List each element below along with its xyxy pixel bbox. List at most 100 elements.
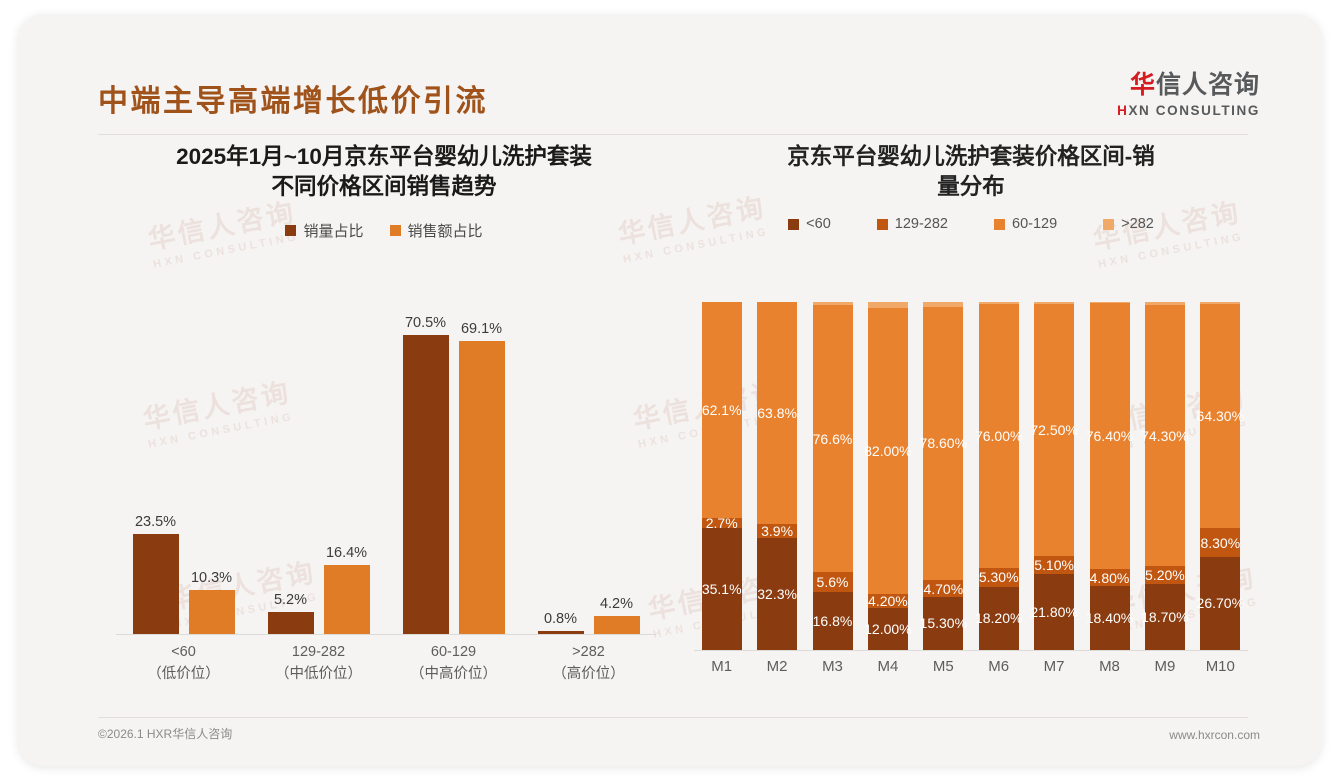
logo-cn-accent: 华	[1129, 71, 1156, 99]
segment-value-label: 78.60%	[919, 435, 968, 452]
category-label: M8	[1099, 658, 1120, 675]
segment-value-label: 32.3%	[757, 585, 797, 602]
left-chart-panel: 2025年1月~10月京东平台婴幼儿洗护套装 不同价格区间销售趋势 销量占比 销…	[96, 142, 672, 702]
bar-group: 0.8% 4.2%	[521, 312, 656, 634]
segment-value-label: 21.80%	[1030, 604, 1078, 621]
stack-segment[interactable]: 18.40%	[1086, 585, 1133, 650]
stack-segment[interactable]: 32.3%	[757, 537, 798, 651]
legend-item-over-282[interactable]: >282	[1103, 216, 1154, 232]
presentation-slide: 华信人咨询 HXN CONSULTING 华信人咨询 HXN CONSULTIN…	[18, 14, 1322, 766]
stack-segment[interactable]: 15.30%	[920, 596, 967, 650]
stacked-bar[interactable]: 0.50%76.00%5.30%18.20%	[975, 302, 1022, 650]
legend-item-under-60[interactable]: <60	[788, 216, 831, 232]
stack-segment[interactable]: 4.20%	[867, 593, 908, 609]
logo-chinese-text: 华信人咨询	[1117, 71, 1260, 100]
right-chart-legend: <60 129-282 60-129 >282	[686, 216, 1256, 232]
logo-en-accent: H	[1117, 102, 1129, 118]
bar-sales-volume[interactable]: 5.2%	[267, 312, 314, 634]
bar-sales-amount[interactable]: 16.4%	[323, 312, 370, 634]
stacked-bar[interactable]: 0.60%72.50%5.10%21.80%	[1030, 302, 1078, 650]
category-label-sub: （中低价位）	[275, 665, 362, 682]
stack-segment[interactable]: 18.20%	[975, 586, 1022, 650]
stack-segment[interactable]: 2.7%	[701, 515, 742, 531]
bar-sales-amount[interactable]: 69.1%	[458, 312, 505, 634]
stack-segment[interactable]: 26.70%	[1197, 556, 1244, 650]
header-divider	[98, 134, 1248, 135]
stack-segment[interactable]: 5.20%	[1144, 566, 1185, 585]
segment-value-label: 18.40%	[1085, 609, 1134, 626]
category-label-main: >282	[572, 644, 605, 660]
bar-sales-amount[interactable]: 10.3%	[188, 312, 235, 634]
stack-segment[interactable]: 78.60%	[920, 306, 967, 581]
legend-label: 销售额占比	[407, 223, 483, 241]
stacked-bar[interactable]: 0.0%63.8%3.9%32.3%	[757, 302, 798, 651]
stacked-bar[interactable]: 0.1%62.1%2.7%35.1%	[701, 302, 742, 650]
stack-segment[interactable]: 5.30%	[978, 568, 1019, 587]
stacked-bar[interactable]: 1.0%76.6%5.6%16.8%	[812, 302, 853, 650]
segment-value-label: 18.70%	[1141, 609, 1189, 626]
category-label: M2	[766, 658, 788, 675]
segment-value-label: 5.20%	[1145, 567, 1185, 584]
stacked-bar[interactable]: 1.30%78.60%4.70%15.30%	[920, 302, 967, 650]
left-chart-title-line1: 2025年1月~10月京东平台婴幼儿洗护套装	[176, 144, 592, 169]
stack-segment[interactable]: 12.00%	[864, 608, 912, 650]
stack-segment[interactable]: 63.8%	[757, 302, 798, 525]
bar-group: 23.5% 10.3%	[116, 312, 251, 634]
segment-value-label: 8.30%	[1200, 534, 1241, 551]
segment-value-label: 5.6%	[816, 573, 849, 590]
stack-segment[interactable]: 8.30%	[1200, 528, 1241, 557]
segment-value-label: 5.30%	[978, 569, 1019, 586]
stack-segment[interactable]: 4.70%	[923, 580, 964, 597]
stacked-bar[interactable]: 0.60%64.30%8.30%26.70%	[1197, 302, 1244, 650]
legend-label: >282	[1121, 216, 1154, 233]
category-label-sub: （高价位）	[552, 665, 625, 682]
bar-fill	[593, 616, 640, 634]
stacked-bar[interactable]: 0.30%76.40%4.80%18.40%	[1086, 302, 1133, 650]
category-label: M4	[877, 658, 899, 675]
stack-segment[interactable]: 62.1%	[701, 302, 742, 519]
stack-segment[interactable]: 21.80%	[1030, 574, 1078, 650]
stack-segment[interactable]: 76.00%	[975, 303, 1022, 569]
left-chart-plot-area: 23.5% 10.3% 5.2% 16.4% 70.5% 69.1% 0.8% 4.2%	[116, 312, 656, 634]
category-label-main: <60	[171, 644, 196, 660]
legend-item-sales-volume[interactable]: 销量占比	[285, 220, 364, 241]
category-label-main: 60-129	[430, 644, 477, 660]
bar-sales-volume[interactable]: 23.5%	[132, 312, 179, 634]
segment-value-label: 12.00%	[864, 621, 912, 638]
bar-fill	[188, 590, 235, 634]
company-logo: 华信人咨询 HXN CONSULTING	[1117, 71, 1260, 118]
bar-fill	[132, 534, 179, 634]
logo-english-text: HXN CONSULTING	[1117, 103, 1260, 118]
segment-value-label: 18.20%	[974, 610, 1023, 627]
stacked-bar[interactable]: 1.80%82.00%4.20%12.00%	[864, 302, 912, 650]
stack-segment[interactable]: 4.80%	[1089, 569, 1130, 586]
footer-copyright: ©2026.1 HXR华信人咨询	[98, 727, 233, 741]
left-chart-axis-line	[116, 634, 656, 635]
bar-sales-volume[interactable]: 0.8%	[537, 312, 584, 634]
stack-segment[interactable]: 5.6%	[812, 572, 853, 592]
bar-sales-amount[interactable]: 4.2%	[593, 312, 640, 634]
stacked-bar[interactable]: 0.90%74.30%5.20%18.70%	[1141, 302, 1189, 650]
stack-segment[interactable]: 72.50%	[1030, 304, 1078, 557]
stack-segment[interactable]: 3.9%	[757, 523, 798, 539]
right-chart-plot-area: 0.1%62.1%2.7%35.1%0.0%63.8%3.9%32.3%1.0%…	[694, 302, 1248, 651]
category-label: 129-282 （中低价位）	[251, 642, 386, 686]
legend-swatch-icon	[285, 225, 297, 237]
legend-item-60-129[interactable]: 60-129	[994, 216, 1057, 232]
stack-segment[interactable]: 76.6%	[812, 305, 853, 573]
stack-segment[interactable]: 5.10%	[1034, 556, 1075, 575]
legend-item-129-282[interactable]: 129-282	[876, 216, 948, 232]
stack-segment[interactable]: 18.70%	[1141, 584, 1189, 650]
legend-item-sales-amount[interactable]: 销售额占比	[389, 220, 483, 241]
stack-segment[interactable]: 35.1%	[701, 527, 742, 650]
stack-segment[interactable]: 82.00%	[864, 308, 912, 594]
logo-en-rest: XN CONSULTING	[1128, 102, 1260, 118]
segment-value-label: 35.1%	[701, 580, 742, 597]
bar-sales-volume[interactable]: 70.5%	[402, 312, 449, 634]
stack-segment[interactable]: 74.30%	[1141, 305, 1189, 567]
stack-segment[interactable]: 76.40%	[1086, 303, 1133, 570]
stack-segment[interactable]: 64.30%	[1197, 304, 1244, 529]
bar-fill	[458, 341, 505, 634]
right-chart-title-line1: 京东平台婴幼儿洗护套装价格区间-销	[787, 144, 1155, 169]
stack-segment[interactable]: 16.8%	[812, 591, 853, 650]
